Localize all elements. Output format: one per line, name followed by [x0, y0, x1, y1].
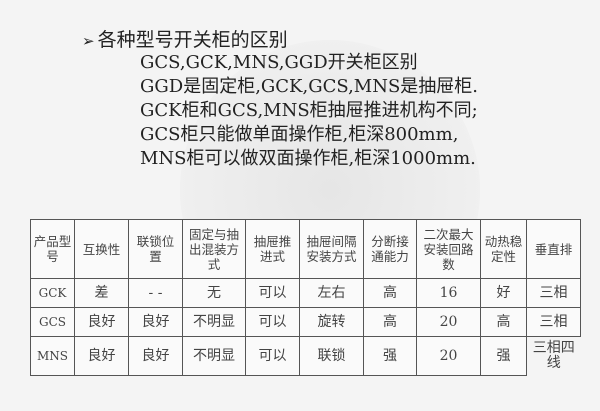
table-cell: 三相: [526, 278, 581, 308]
table-cell: 联锁: [299, 336, 364, 376]
table-cell: 良好: [128, 307, 183, 337]
table-cell: 高: [480, 307, 527, 337]
table-cell: 左右: [299, 278, 364, 308]
section-heading: ➢ 各种型号开关柜的区别: [82, 28, 288, 53]
table-cell: 20: [416, 307, 481, 337]
model-cell: GCS: [30, 307, 75, 337]
table-header-row: 产品型号 互换性 联锁位置 固定与抽出混装方式 抽屉推进式 抽屉间隔安装方式 分断接通能力二…: [30, 219, 581, 279]
comparison-table: 产品型号 互换性 联锁位置 固定与抽出混装方式 抽屉推进式 抽屉间隔安装方式 分断接通能力二…: [30, 219, 581, 376]
table-row: GCK 差 - - 无可以 左右高 16 好三相: [30, 278, 581, 308]
table-cell: 旋转: [299, 307, 364, 337]
table-cell: 可以: [245, 278, 300, 308]
column-header: 动热稳定性: [480, 219, 527, 279]
table-cell: 三相: [526, 307, 581, 337]
text-line: GCS,GCK,MNS,GGD开关柜区别: [140, 52, 418, 73]
table-cell: 16: [416, 278, 481, 308]
table-cell: 高: [363, 307, 417, 337]
table-cell: 可以: [245, 307, 300, 337]
heading-text: 各种型号开关柜的区别: [97, 29, 288, 51]
table-cell: 良好: [128, 336, 183, 376]
table-cell: 三相四线: [526, 336, 581, 376]
arrow-bullet-icon: ➢: [82, 32, 95, 50]
table-cell: 不明显: [182, 336, 246, 376]
column-header: 分断接通能力: [363, 219, 417, 279]
column-header: 二次最大安装回路数: [416, 219, 481, 279]
table-cell: 良好: [74, 307, 129, 337]
table-cell: 良好: [74, 336, 129, 376]
table-cell: 强: [363, 336, 417, 376]
text-line: GCS柜只能做单面操作柜,柜深800mm,: [140, 124, 459, 145]
table-cell: 好: [480, 278, 527, 308]
table-cell: 差: [74, 278, 129, 308]
column-header: 固定与抽出混装方式: [182, 219, 246, 279]
table-cell: 强: [480, 336, 527, 376]
table-cell: 无: [182, 278, 246, 308]
column-header: 抽屉推进式: [245, 219, 300, 279]
description-lines: GCS,GCK,MNS,GGD开关柜区别 GGD是固定柜,GCK,GCS,MNS…: [140, 51, 478, 171]
model-cell: GCK: [30, 278, 75, 308]
table-cell: 20: [416, 336, 481, 376]
table-cell: 可以: [245, 336, 300, 376]
table-cell: 高: [363, 278, 417, 308]
table-row: GCS 良好 良好 不明显 可以 旋转高 20 高三相: [30, 307, 581, 337]
column-header: 互换性: [74, 219, 129, 279]
table-cell: 不明显: [182, 307, 246, 337]
model-cell: MNS: [30, 336, 75, 376]
table-cell: - -: [128, 278, 183, 308]
column-header: 垂直排: [526, 219, 581, 279]
column-header: 抽屉间隔安装方式: [299, 219, 364, 279]
text-line: GCK柜和GCS,MNS柜抽屉推进机构不同;: [140, 100, 478, 121]
text-line: MNS柜可以做双面操作柜,柜深1000mm.: [140, 148, 476, 169]
text-line: GGD是固定柜,GCK,GCS,MNS是抽屉柜.: [140, 76, 479, 97]
column-header: 联锁位置: [128, 219, 183, 279]
table-row: MNS 良好 良好 不明显 可以 联锁强 20 强三相四线: [30, 336, 581, 376]
column-header: 产品型号: [30, 219, 75, 279]
